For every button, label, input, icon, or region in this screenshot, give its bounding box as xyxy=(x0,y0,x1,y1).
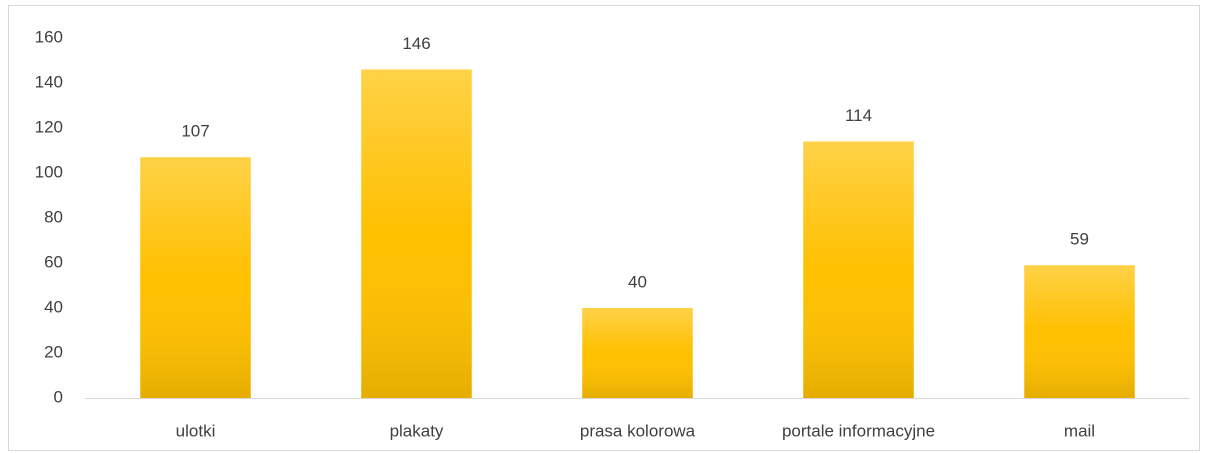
data-label: 107 xyxy=(181,122,209,141)
y-tick-label: 0 xyxy=(54,387,63,406)
bar xyxy=(1024,265,1135,398)
x-tick-label: mail xyxy=(1064,421,1095,440)
y-tick-label: 80 xyxy=(44,207,63,226)
bar xyxy=(582,308,693,398)
data-label: 59 xyxy=(1070,230,1089,249)
x-tick-label: plakaty xyxy=(390,421,444,440)
y-tick-label: 120 xyxy=(35,117,63,136)
bar xyxy=(803,141,914,398)
x-tick-label: ulotki xyxy=(176,421,216,440)
y-tick-label: 140 xyxy=(35,72,63,91)
x-tick-label: prasa kolorowa xyxy=(580,421,696,440)
y-tick-label: 20 xyxy=(44,342,63,361)
y-tick-label: 160 xyxy=(35,27,63,46)
data-label: 40 xyxy=(628,272,647,291)
y-tick-label: 40 xyxy=(44,297,63,316)
y-tick-label: 60 xyxy=(44,252,63,271)
data-label: 146 xyxy=(402,34,430,53)
y-tick-label: 100 xyxy=(35,162,63,181)
chart-border xyxy=(8,5,1200,451)
bar xyxy=(361,69,472,398)
data-label: 114 xyxy=(845,106,872,125)
bar xyxy=(140,157,251,398)
x-tick-label: portale informacyjne xyxy=(782,421,935,440)
